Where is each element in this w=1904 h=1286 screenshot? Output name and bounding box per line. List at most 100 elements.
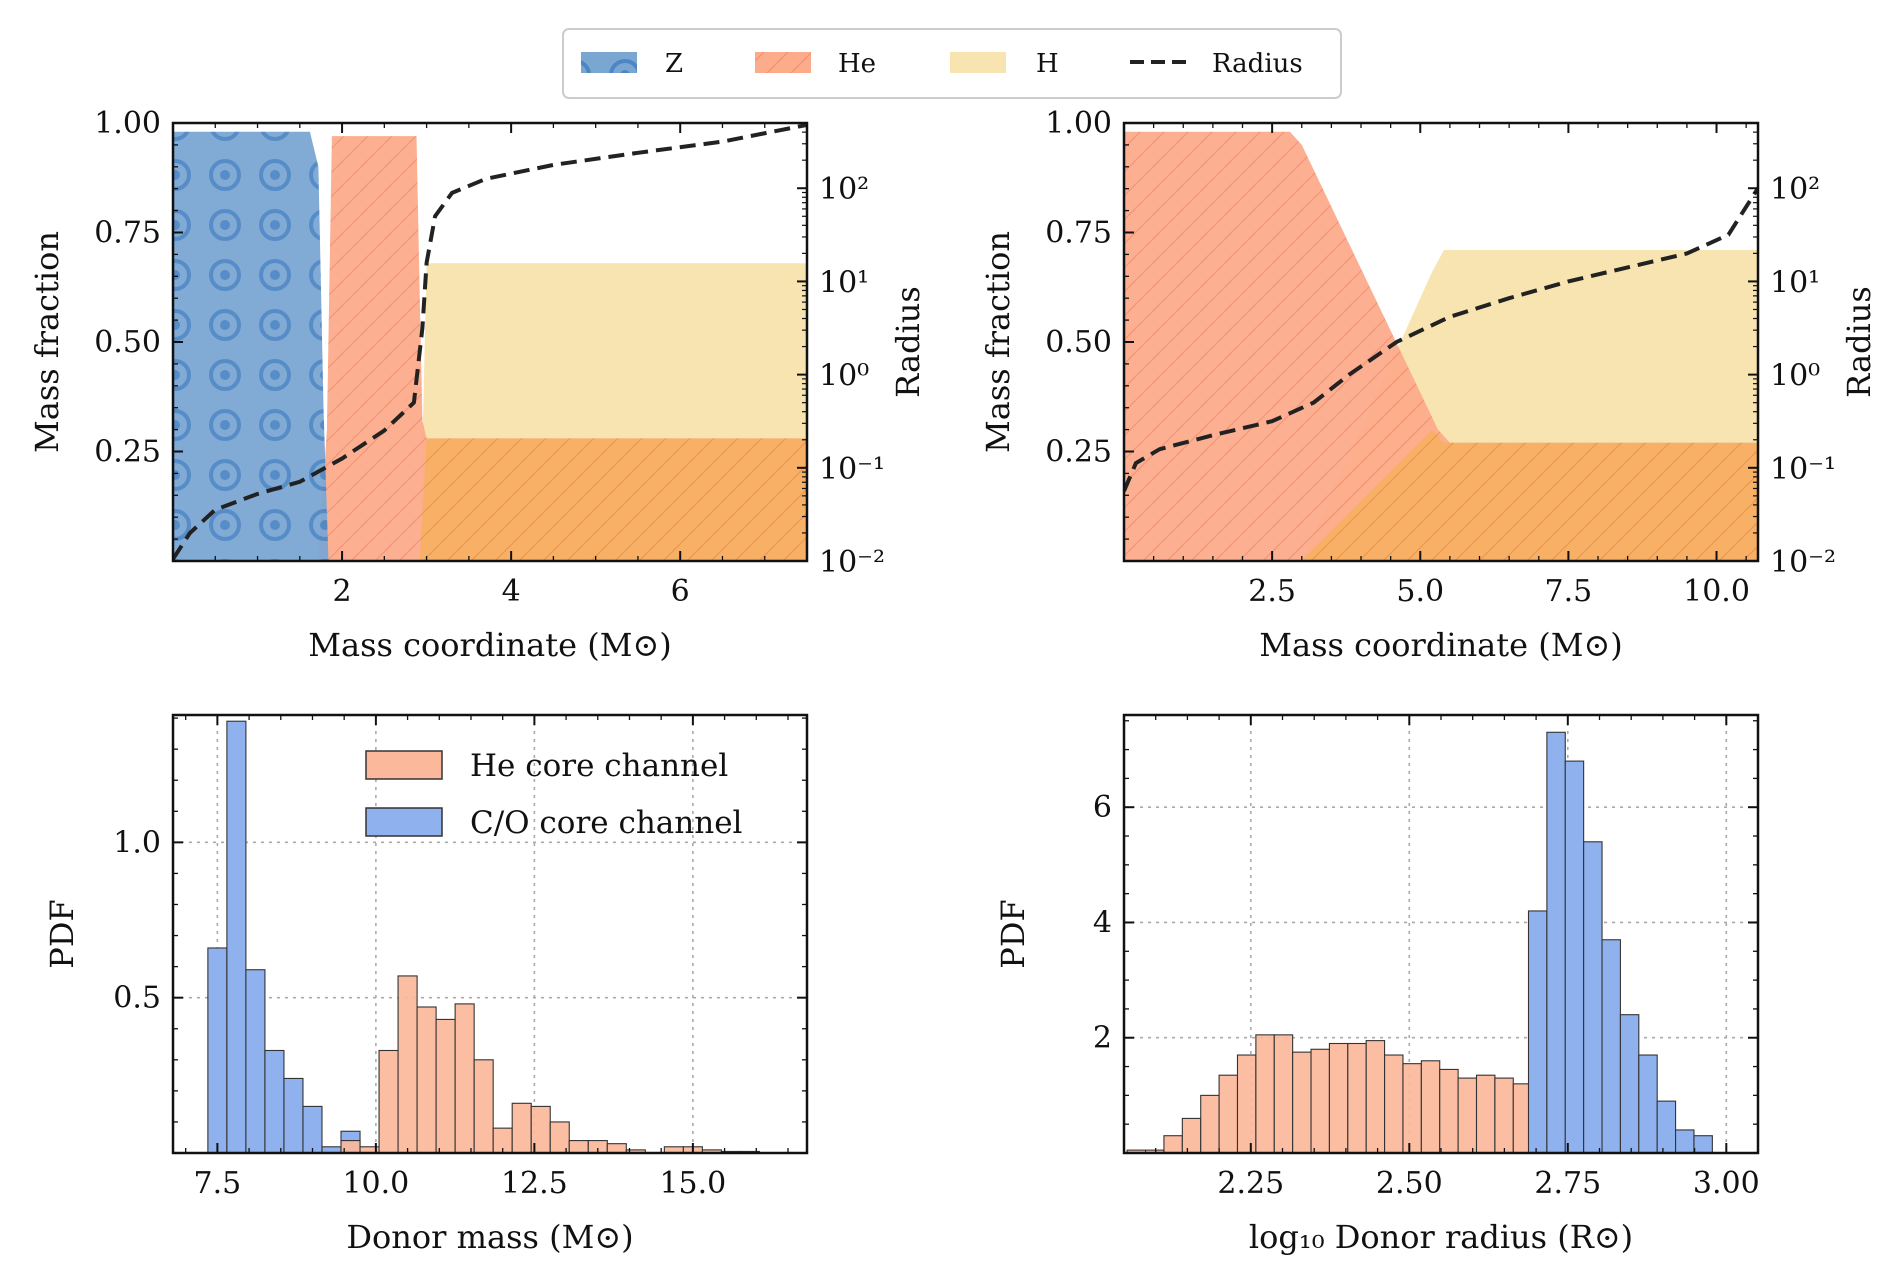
bl-legend-swatch-he xyxy=(365,750,443,780)
bl-xtick-label: 12.5 xyxy=(501,1166,568,1201)
panel-bottom-right: 2.25 2.50 2.75 3.00 2 4 6 log₁₀ Donor radius (… xyxy=(994,713,1760,1256)
br-bar-he xyxy=(1384,1054,1404,1153)
tl-y2tick-label: 10¹ xyxy=(819,265,869,300)
br-bar-he xyxy=(1457,1077,1478,1153)
tl-xtick-label: 2 xyxy=(333,574,352,609)
br-bar-he xyxy=(1310,1048,1330,1153)
bl-bar-he xyxy=(397,975,418,1153)
br-bar-co xyxy=(1564,760,1585,1153)
panel-top-left: 2 4 6 0.25 0.50 0.75 1.00 10⁻² 10⁻¹ 10⁰ 10¹ 10² Mas… xyxy=(28,106,927,664)
bl-bar-he xyxy=(568,1140,589,1153)
legend: Z He H Radius xyxy=(562,28,1342,99)
tl-ytick-label: 1.00 xyxy=(94,106,161,141)
bl-y-axis-title: PDF xyxy=(43,899,81,968)
tr-xtick-label: 7.5 xyxy=(1545,574,1593,609)
legend-label-h: H xyxy=(1036,49,1059,79)
tr-radius-line xyxy=(1124,187,1758,492)
tr-ytick-label: 0.25 xyxy=(1045,435,1112,470)
legend-swatch-h xyxy=(950,52,1006,73)
bl-bar-he xyxy=(473,1059,494,1153)
br-bar-he xyxy=(1292,1051,1312,1153)
tl-ytick-label: 0.50 xyxy=(94,325,161,360)
tr-x-axis-title: Mass coordinate (M⊙) xyxy=(1259,626,1623,664)
tr-h-area xyxy=(1301,250,1758,561)
tr-he-h-overlap xyxy=(1301,429,1758,561)
br-bar-he xyxy=(1255,1034,1275,1153)
br-bar-co xyxy=(1675,1129,1695,1153)
bl-bar-co xyxy=(226,720,247,1153)
tl-y-axis-title: Mass fraction xyxy=(28,231,66,453)
br-axes: 2.25 2.50 2.75 3.00 2 4 6 xyxy=(1093,713,1760,1201)
tr-xtick-label: 2.5 xyxy=(1248,574,1296,609)
bl-legend-label-co: C/O core channel xyxy=(470,805,742,841)
br-xtick-label: 2.50 xyxy=(1376,1166,1443,1201)
tl-y2tick-label: 10⁰ xyxy=(819,359,869,394)
bl-bar-co xyxy=(283,1077,304,1153)
bl-frame xyxy=(171,713,809,1155)
br-bar-he xyxy=(1494,1077,1514,1153)
tr-xtick-label: 10.0 xyxy=(1683,574,1750,609)
tr-y2tick-label: 10⁰ xyxy=(1770,359,1820,394)
bl-axes: 7.5 10.0 12.5 15.0 0.5 1.0 xyxy=(113,713,809,1201)
bl-xtick-label: 15.0 xyxy=(659,1166,726,1201)
br-bar-co xyxy=(1601,939,1621,1153)
legend-label-he: He xyxy=(838,49,876,79)
legend-label-radius: Radius xyxy=(1212,49,1303,79)
br-plot-area xyxy=(1126,731,1713,1153)
br-y-axis-title: PDF xyxy=(994,899,1032,968)
bl-bar-he xyxy=(454,1003,475,1153)
bl-legend-swatch-co xyxy=(365,807,443,837)
tl-x-axis-title: Mass coordinate (M⊙) xyxy=(308,626,672,664)
bl-bar-he xyxy=(511,1102,532,1153)
br-bar-co xyxy=(1527,910,1548,1153)
br-xtick-label: 3.00 xyxy=(1693,1166,1760,1201)
tl-y2tick-label: 10⁻² xyxy=(819,545,885,580)
tl-xtick-label: 6 xyxy=(671,574,690,609)
tr-plot-area xyxy=(1124,131,1758,561)
bl-legend-label-he: He core channel xyxy=(470,748,728,784)
br-bar-co xyxy=(1638,1054,1658,1153)
br-bar-co xyxy=(1693,1135,1713,1153)
bl-bar-he xyxy=(606,1143,627,1153)
tr-ytick-label: 0.75 xyxy=(1045,216,1112,251)
tr-y2tick-label: 10¹ xyxy=(1770,265,1820,300)
tl-he-h-overlap xyxy=(419,438,807,561)
legend-swatch-z xyxy=(581,52,637,73)
bl-bar-he xyxy=(435,1018,456,1153)
br-xtick-label: 2.75 xyxy=(1534,1166,1601,1201)
br-ytick-label: 2 xyxy=(1093,1021,1112,1056)
bl-x-axis-title: Donor mass (M⊙) xyxy=(346,1218,633,1256)
tr-y2-axis-title: Radius xyxy=(1840,286,1878,398)
tl-ytick-label: 0.75 xyxy=(94,216,161,251)
br-bar-co xyxy=(1546,731,1566,1153)
legend-swatch-he xyxy=(755,52,811,73)
bl-ytick-label: 0.5 xyxy=(113,981,161,1016)
br-ytick-label: 4 xyxy=(1093,905,1112,940)
bl-bar-he xyxy=(416,1006,437,1153)
tl-y2tick-label: 10² xyxy=(819,172,869,207)
tr-ytick-label: 1.00 xyxy=(1045,106,1112,141)
br-bar-he xyxy=(1200,1094,1220,1153)
tl-radius-line xyxy=(173,123,807,561)
br-bar-he xyxy=(1439,1068,1459,1153)
br-bar-he xyxy=(1328,1042,1349,1153)
panel-top-right: 2.5 5.0 7.5 10.0 0.25 0.50 0.75 1.00 10⁻² 10⁻¹ 10⁰… xyxy=(979,106,1878,664)
bl-bar-co xyxy=(245,969,266,1153)
bl-grid xyxy=(173,715,807,1153)
br-bar-he xyxy=(1236,1054,1257,1153)
br-bar-he xyxy=(1163,1135,1183,1153)
tl-ytick-label: 0.25 xyxy=(94,435,161,470)
br-bar-he xyxy=(1365,1040,1386,1153)
br-bar-he xyxy=(1218,1074,1239,1153)
tr-ytick-label: 0.50 xyxy=(1045,325,1112,360)
bl-bar-he xyxy=(378,1049,399,1153)
br-x-axis-title: log₁₀ Donor radius (R⊙) xyxy=(1249,1218,1633,1256)
br-bar-co xyxy=(1656,1100,1677,1153)
br-bar-he xyxy=(1273,1034,1294,1153)
br-xtick-label: 2.25 xyxy=(1217,1166,1284,1201)
tl-y2-axis-title: Radius xyxy=(889,286,927,398)
tr-axes: 2.5 5.0 7.5 10.0 0.25 0.50 0.75 1.00 10⁻² 10⁻¹ 10⁰… xyxy=(1045,106,1836,609)
bl-bar-co xyxy=(264,1049,285,1153)
bl-plot-area xyxy=(207,720,760,1153)
